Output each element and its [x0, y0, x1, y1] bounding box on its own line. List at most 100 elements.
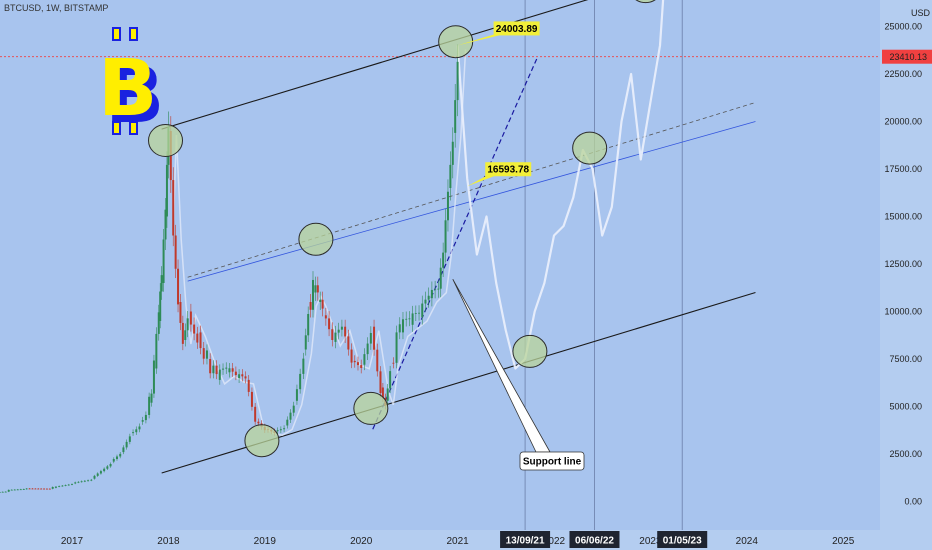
callout-box — [485, 162, 532, 177]
candle-body — [218, 369, 221, 380]
candle-body — [363, 354, 366, 365]
candle-body — [228, 368, 231, 373]
candle-body — [427, 295, 430, 300]
candle-body — [162, 239, 165, 283]
candle-body — [67, 484, 70, 486]
candle-body — [74, 482, 77, 484]
time-tick-label: 2023 — [639, 536, 662, 547]
candle-body — [157, 312, 160, 334]
time-tick-label: 2022 — [543, 536, 566, 547]
price-tick-label: 20000.00 — [884, 117, 922, 127]
time-tick-label: 2019 — [254, 536, 277, 547]
highlight-circle[interactable] — [244, 424, 280, 458]
candle-body — [424, 299, 427, 304]
support-line — [372, 56, 539, 430]
channel-mid-dashed-line — [187, 102, 756, 278]
candle-body — [160, 275, 163, 292]
candle-body — [115, 456, 118, 460]
candle-body — [155, 333, 158, 369]
candle-body — [1, 491, 4, 493]
candle-body — [112, 459, 115, 462]
time-tick-label: 2018 — [157, 536, 180, 547]
candle-body — [164, 209, 167, 240]
candle-body — [405, 318, 408, 320]
candle-body — [209, 359, 212, 374]
candle-body — [289, 412, 292, 420]
date-marker-label: 06/06/22 — [575, 536, 614, 547]
candle-body — [337, 329, 340, 333]
currency-label: USD — [911, 8, 931, 18]
date-marker-tag — [500, 531, 551, 548]
highlight-circle[interactable] — [438, 25, 474, 59]
highlight-circle[interactable] — [512, 334, 548, 368]
candle-body — [109, 463, 112, 467]
candle-body — [292, 405, 295, 413]
candle-body — [257, 421, 260, 424]
candle-body — [418, 312, 421, 314]
highlight-circle[interactable] — [298, 222, 334, 256]
candle-body — [373, 326, 376, 350]
price-tick-label: 12500.00 — [884, 259, 922, 269]
current-price-tag — [882, 49, 932, 64]
callout-value: 24003.89 — [496, 24, 538, 35]
time-tick-label: 2017 — [61, 536, 84, 547]
candle-body — [77, 481, 80, 483]
candle-body — [152, 360, 155, 394]
candle-body — [449, 164, 452, 188]
candle-body — [16, 489, 19, 491]
highlight-circle[interactable] — [148, 124, 184, 157]
candle-body — [122, 447, 125, 453]
highlight-circle[interactable] — [572, 131, 608, 165]
price-tick-label: 0.00 — [904, 497, 922, 507]
candle-body — [119, 453, 122, 457]
highlight-circle[interactable] — [629, 0, 663, 4]
candle-body — [71, 484, 73, 485]
candle-body — [360, 365, 363, 368]
candle-body — [302, 358, 305, 374]
candle-body — [83, 480, 86, 482]
candle-body — [316, 285, 319, 293]
candle-body — [150, 393, 153, 403]
price-tick-label: 7500.00 — [889, 354, 922, 364]
candle-body — [234, 371, 237, 376]
candle-body — [328, 318, 331, 330]
candle-body — [31, 488, 34, 490]
candle-body — [379, 371, 382, 393]
candle-body — [80, 481, 83, 483]
highlight-circle[interactable] — [353, 391, 389, 425]
candle-body — [184, 330, 187, 340]
candle-body — [125, 441, 128, 448]
candle-body — [93, 475, 96, 479]
candle-body — [454, 100, 457, 133]
candle-body — [309, 302, 312, 310]
candle-body — [148, 396, 151, 415]
candle-body — [414, 313, 417, 314]
candle-body — [401, 319, 404, 333]
candle-body — [442, 252, 445, 268]
candle-body — [244, 376, 247, 379]
bitcoin-logo-bar — [129, 121, 138, 135]
callout-value: 16593.78 — [487, 165, 529, 176]
candle-body — [13, 489, 16, 491]
candle-body — [174, 235, 177, 269]
candle-body — [231, 368, 234, 372]
candle-body — [395, 332, 398, 363]
candle-body — [283, 428, 286, 430]
candle-body — [347, 336, 350, 350]
price-tick-label: 17500.00 — [884, 164, 922, 174]
candle-body — [444, 220, 447, 253]
candle-body — [199, 332, 202, 349]
candle-body — [369, 332, 372, 344]
candle-body — [307, 313, 310, 336]
candle-body — [37, 488, 40, 490]
candle-body — [389, 371, 392, 389]
candle-body — [132, 432, 135, 434]
callout-pointer — [467, 174, 500, 187]
candle-body — [34, 488, 37, 490]
candle-body — [10, 489, 13, 491]
date-marker-label: 13/09/21 — [506, 536, 545, 547]
candle-body — [28, 488, 31, 490]
candle-body — [241, 374, 244, 377]
